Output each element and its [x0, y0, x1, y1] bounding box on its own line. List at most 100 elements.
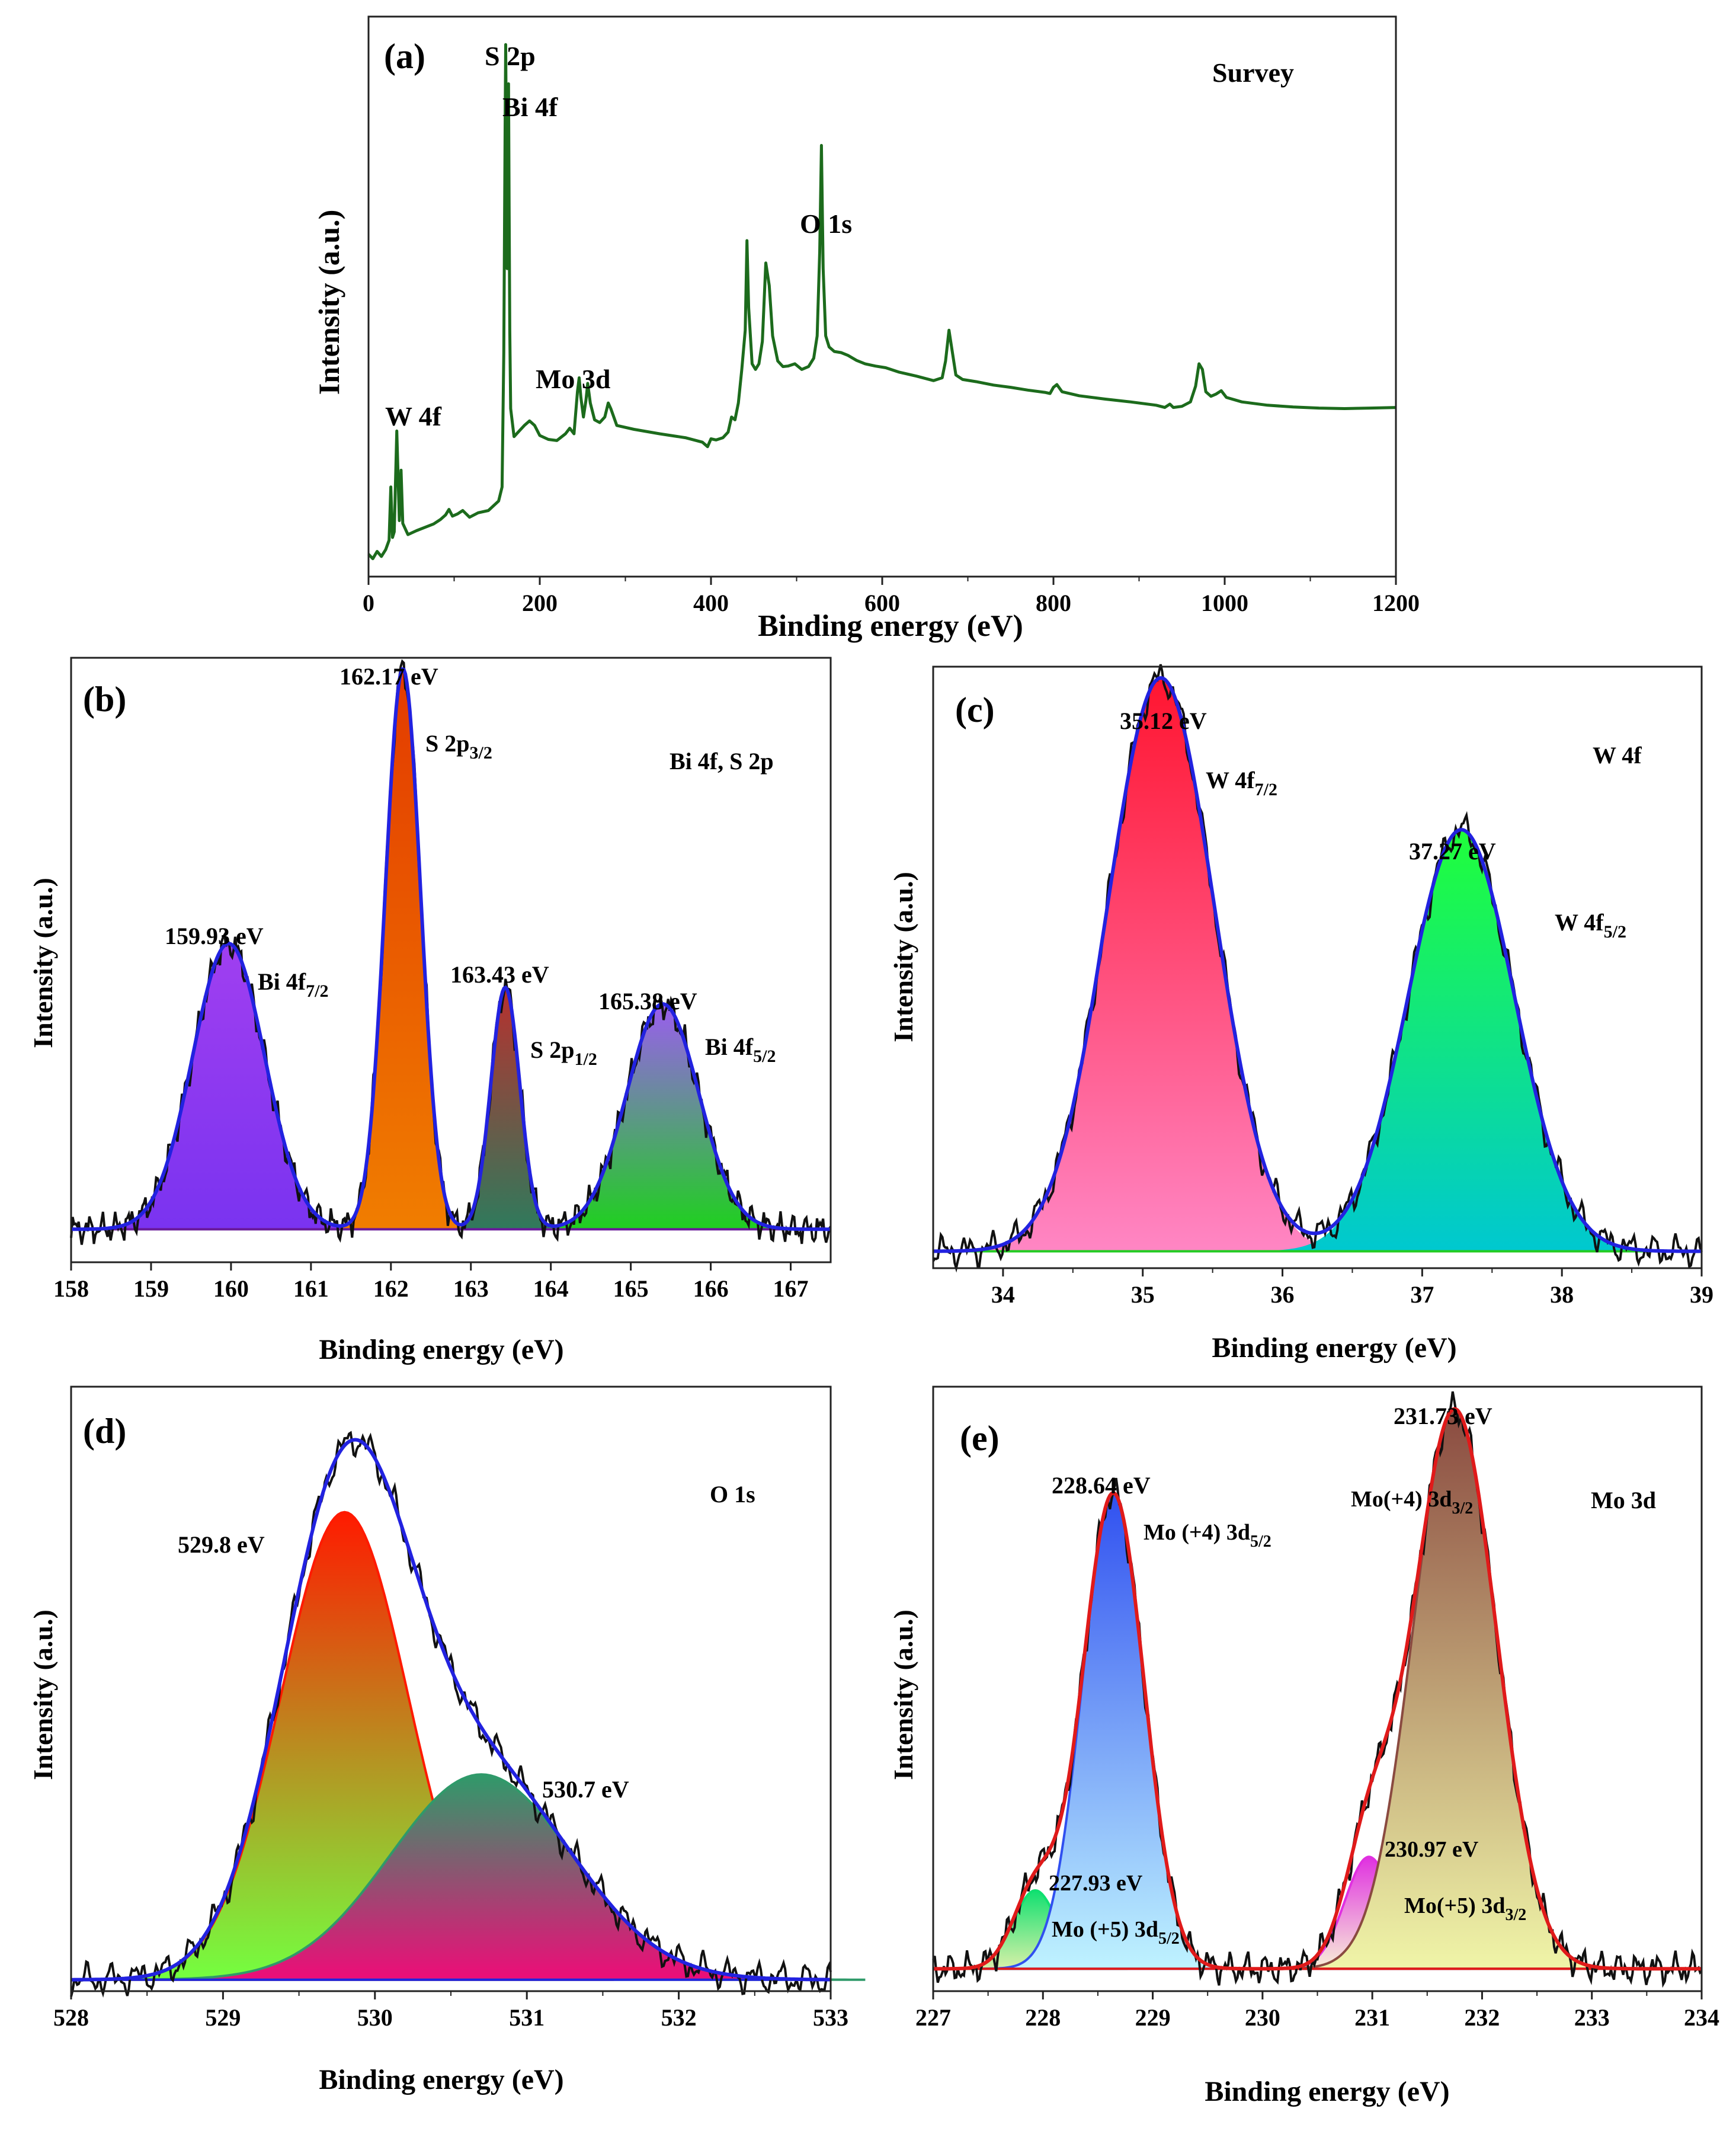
panel-e: 227 228 229 230 231 232 233 234 (e) Mo 3d Bindi… — [888, 1386, 1719, 2107]
peak-label-159-93: 159.93 eV — [165, 923, 264, 949]
panel-a-label: (a) — [384, 37, 425, 76]
x-tick-label: 38 — [1550, 1281, 1574, 1308]
x-tick-label: 1000 — [1201, 590, 1248, 616]
panel-d-plot-area — [70, 1431, 866, 1998]
x-tick-label: 163 — [453, 1275, 489, 1302]
peak-label-228-64: 228.64 eV — [1052, 1472, 1151, 1499]
peak-label-162-17: 162.17 eV — [339, 663, 438, 690]
panel-d: 528 529 530 531 532 533 (d) O 1s Binding ener… — [28, 1386, 866, 2095]
component-label-mo4-3d52: Mo (+4) 3d5/2 — [1144, 1520, 1271, 1551]
panel-d-ylabel: Intensity (a.u.) — [28, 1610, 58, 1780]
x-tick-label: 159 — [133, 1275, 169, 1302]
component-label-s-2p12: S 2p1/2 — [530, 1036, 597, 1069]
fit-envelope-line — [933, 1407, 1702, 1971]
x-tick-label: 0 — [363, 590, 374, 616]
panel-e-frame — [932, 1386, 1703, 1992]
panel-a-plot-area — [367, 43, 1397, 561]
peak-label-529-8: 529.8 eV — [178, 1531, 265, 1558]
x-tick-label: 165 — [613, 1275, 649, 1302]
x-tick-label: 36 — [1271, 1281, 1295, 1308]
panel-c-frame — [932, 665, 1703, 1269]
x-tick-label: 227 — [915, 2004, 951, 2031]
panel-e-title: Mo 3d — [1591, 1487, 1656, 1514]
panel-b-xlabel: Binding energy (eV) — [319, 1334, 563, 1365]
fit-component-4 — [1278, 1407, 1631, 1970]
annotation-mo-3d: Mo 3d — [536, 364, 611, 394]
raw-data-line — [70, 1431, 832, 1998]
x-tick-label: 164 — [533, 1275, 569, 1302]
x-tick-label: 229 — [1135, 2004, 1171, 2031]
peak-label-37-27: 37.27 eV — [1409, 838, 1496, 865]
x-tick-label: 1200 — [1372, 590, 1420, 616]
component-label-mo5-3d52: Mo (+5) 3d5/2 — [1052, 1917, 1180, 1948]
component-label-bi-4f72: Bi 4f7/2 — [258, 968, 328, 1001]
component-label-w-4f52: W 4f5/2 — [1555, 909, 1626, 942]
x-tick-label: 234 — [1684, 2004, 1719, 2031]
component-label-mo5-3d32: Mo(+5) 3d3/2 — [1404, 1893, 1526, 1924]
panel-c: 34 35 36 37 38 39 (c) W 4f Binding energy (eV… — [888, 664, 1713, 1364]
x-tick-label: 800 — [1036, 590, 1071, 616]
x-tick-label: 162 — [373, 1275, 409, 1302]
x-tick-label: 531 — [509, 2004, 544, 2031]
peak-label-227-93: 227.93 eV — [1049, 1871, 1143, 1896]
component-label-s-2p32: S 2p3/2 — [425, 730, 492, 763]
annotation-w-4f: W 4f — [385, 401, 442, 431]
component-label-mo4-3d32: Mo(+4) 3d3/2 — [1351, 1487, 1473, 1518]
x-tick-label: 600 — [864, 590, 900, 616]
annotation-o-1s: O 1s — [800, 209, 852, 239]
panel-a-ylabel: Intensity (a.u.) — [312, 210, 345, 395]
panel-b: 158 159 160 161 162 163 164 165 166 167 (b) Bi 4f… — [28, 657, 832, 1365]
panel-e-xlabel: Binding energy (eV) — [1205, 2076, 1449, 2107]
panel-b-ylabel: Intensity (a.u.) — [28, 878, 58, 1048]
x-tick-label: 230 — [1245, 2004, 1280, 2031]
panel-b-plot-area — [70, 659, 832, 1245]
x-tick-label: 233 — [1574, 2004, 1610, 2031]
panel-e-label: (e) — [960, 1419, 1000, 1458]
fit-component-2 — [1238, 830, 1684, 1252]
x-tick-label: 200 — [522, 590, 558, 616]
panel-b-frame — [70, 657, 832, 1263]
x-tick-label: 533 — [813, 2004, 848, 2031]
panel-e-x-ticks: 227 228 229 230 231 232 233 234 — [915, 1991, 1719, 2031]
panel-e-plot-area — [932, 1391, 1703, 1988]
fit-envelope-line — [933, 676, 1702, 1253]
peak-label-163-43: 163.43 eV — [450, 961, 549, 988]
x-tick-label: 160 — [213, 1275, 249, 1302]
panel-a: 0 200 400 600 800 1000 1200 (a) Survey Binding… — [312, 15, 1420, 643]
panel-c-title: W 4f — [1593, 742, 1642, 769]
component-label-w-4f72: W 4f7/2 — [1206, 767, 1277, 799]
fit-component-1 — [77, 943, 380, 1230]
fit-envelope-line — [71, 667, 831, 1231]
panel-c-ylabel: Intensity (a.u.) — [888, 872, 918, 1042]
panel-b-label: (b) — [83, 680, 126, 719]
annotation-s-2p: S 2p — [485, 41, 536, 71]
x-tick-label: 530 — [357, 2004, 393, 2031]
x-tick-label: 529 — [205, 2004, 241, 2031]
survey-series-line — [367, 43, 1397, 561]
panel-b-x-ticks: 158 159 160 161 162 163 164 165 166 167 — [53, 1262, 809, 1302]
peak-label-165-38: 165.38 eV — [598, 988, 697, 1015]
fit-component-2 — [329, 668, 477, 1230]
peak-label-530-7: 530.7 eV — [542, 1776, 629, 1803]
fit-envelope-line — [71, 1438, 831, 1982]
panel-d-x-ticks: 528 529 530 531 532 533 — [53, 1991, 848, 2031]
x-tick-label: 39 — [1690, 1281, 1713, 1308]
panel-e-ylabel: Intensity (a.u.) — [888, 1610, 918, 1780]
x-tick-label: 34 — [991, 1281, 1015, 1308]
x-tick-label: 232 — [1464, 2004, 1500, 2031]
x-tick-label: 37 — [1410, 1281, 1434, 1308]
panel-d-label: (d) — [83, 1412, 126, 1451]
x-tick-label: 167 — [773, 1275, 809, 1302]
peak-label-231-73: 231.73 eV — [1394, 1403, 1492, 1429]
component-label-bi-4f52: Bi 4f5/2 — [705, 1033, 776, 1066]
panel-b-title: Bi 4f, S 2p — [670, 748, 774, 775]
x-tick-label: 166 — [693, 1275, 729, 1302]
peak-label-35-12: 35.12 eV — [1120, 708, 1207, 734]
annotation-bi-4f: Bi 4f — [502, 92, 558, 122]
x-tick-label: 532 — [661, 2004, 697, 2031]
raw-data-line — [932, 1391, 1703, 1988]
x-tick-label: 400 — [693, 590, 729, 616]
panel-a-xlabel: Binding energy (eV) — [758, 609, 1023, 643]
fit-component-4 — [511, 1004, 814, 1230]
